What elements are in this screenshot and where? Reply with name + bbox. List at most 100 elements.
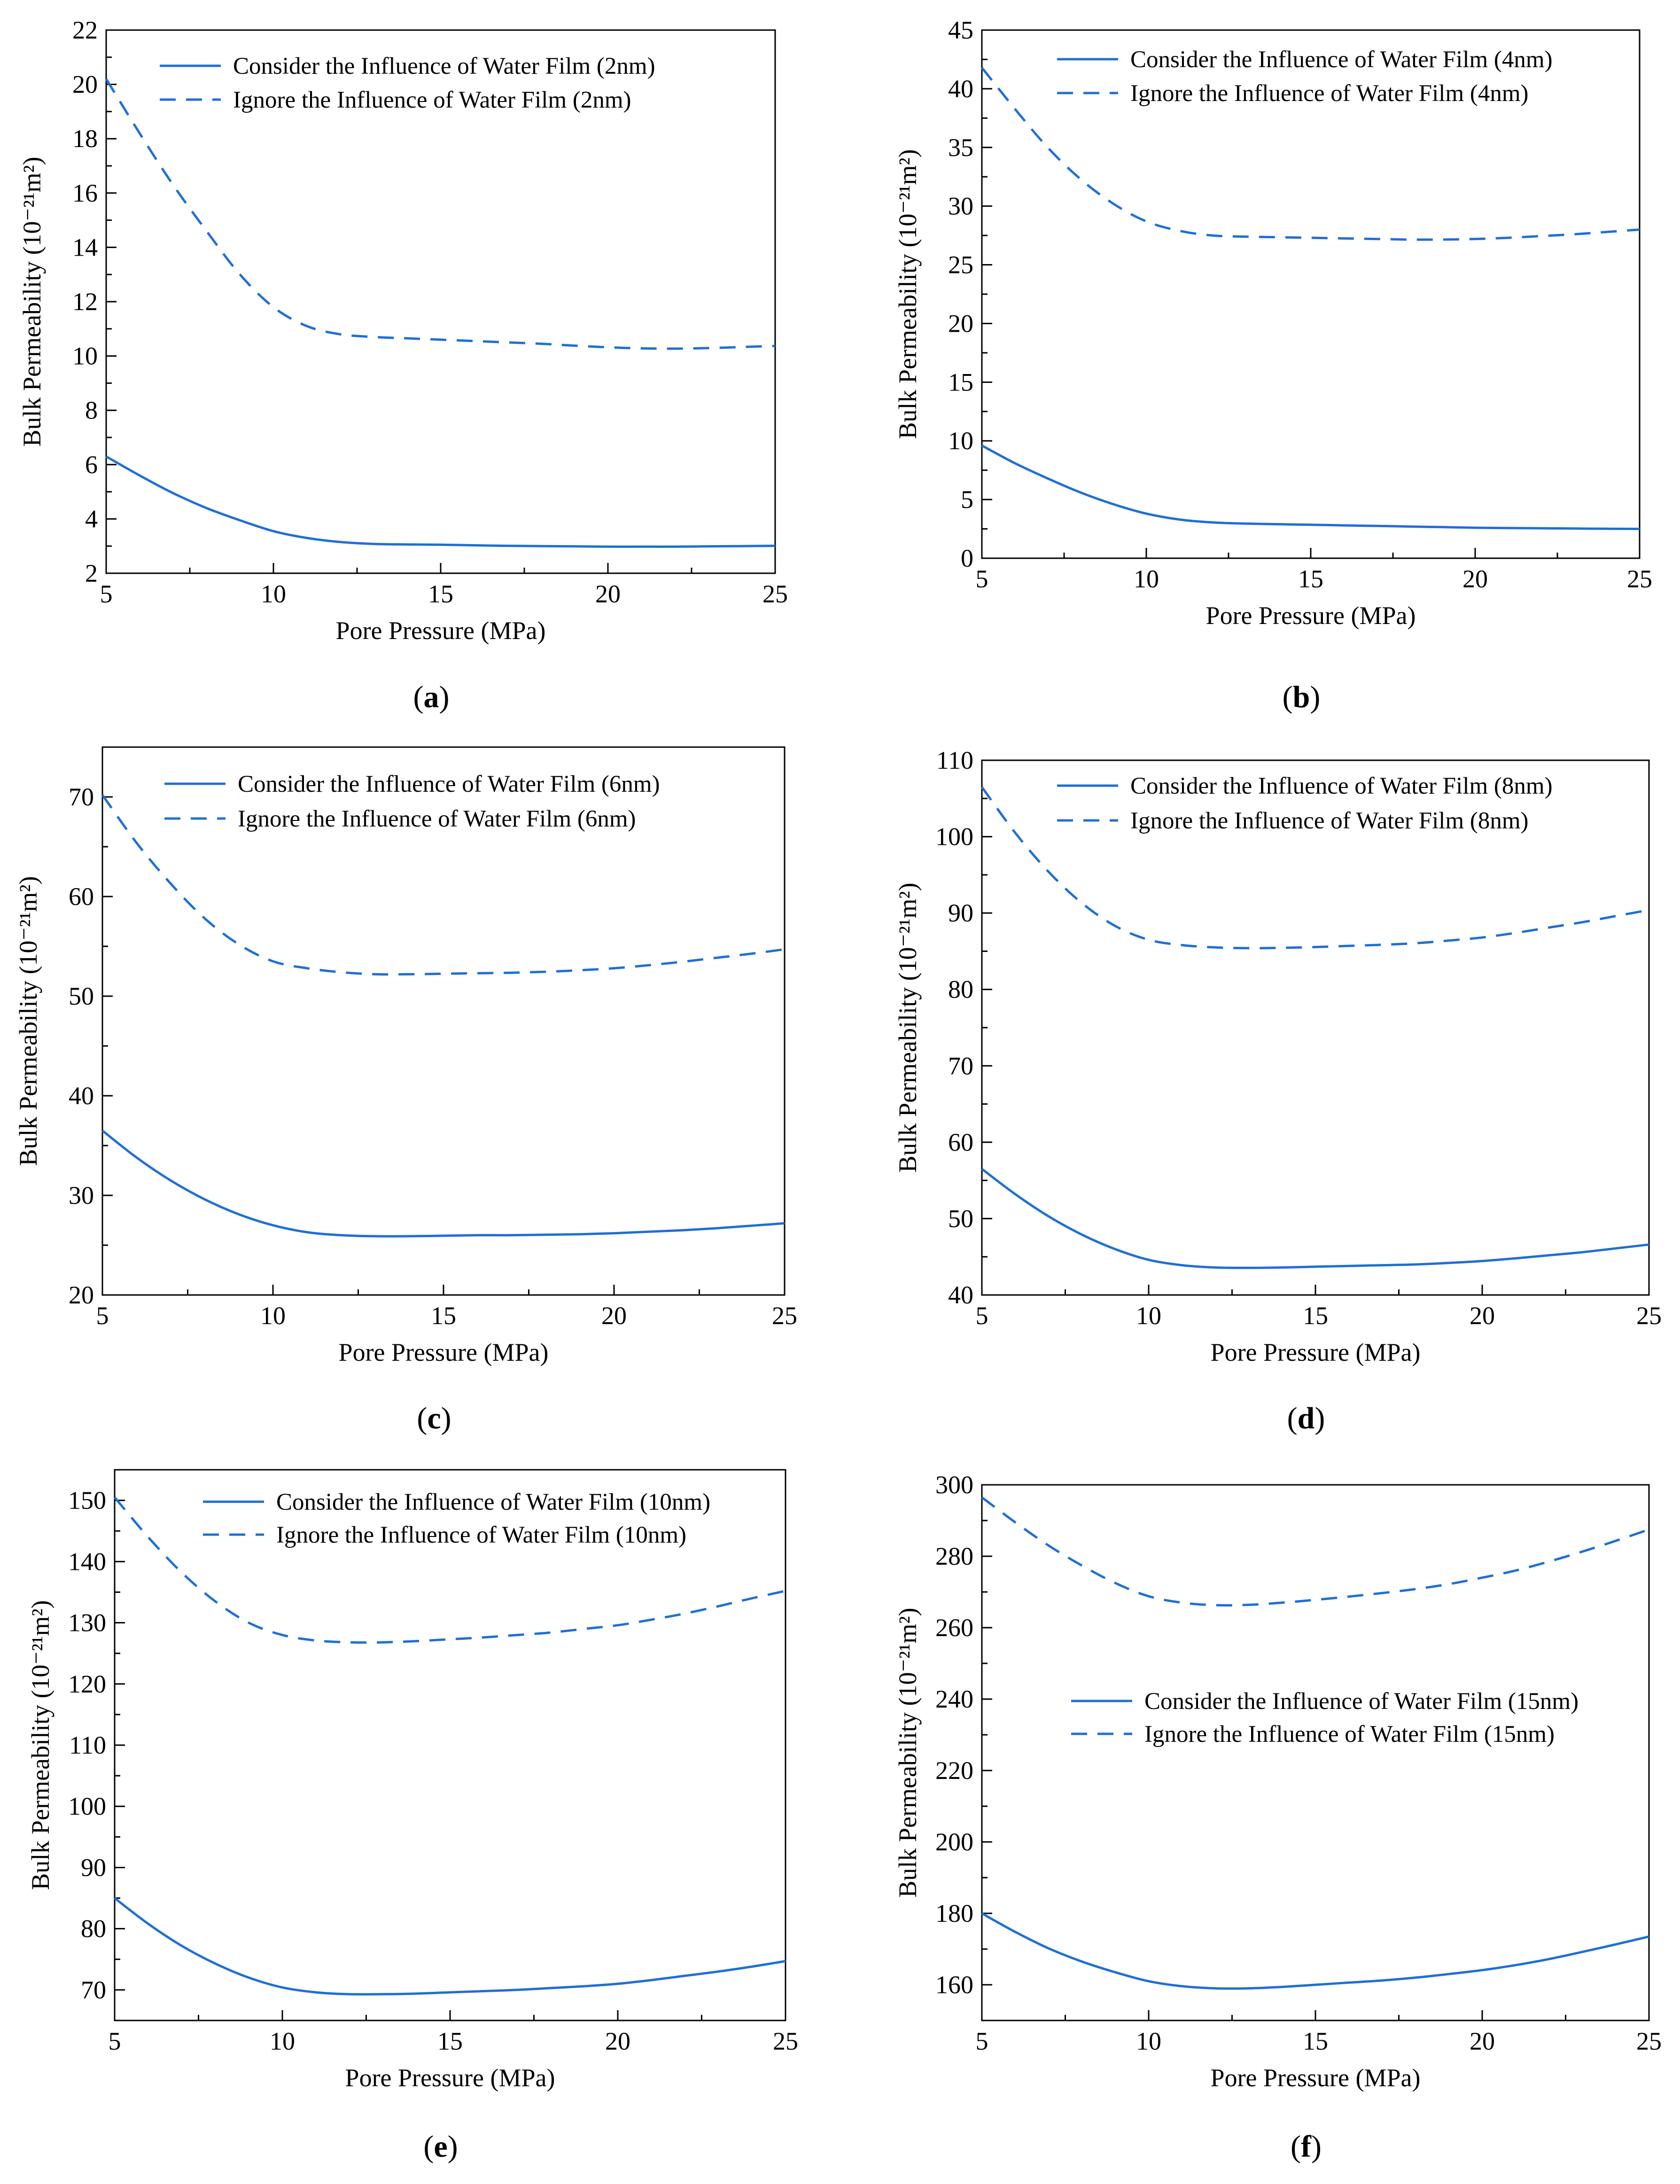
x-tick-label: 10 <box>1136 1302 1161 1330</box>
legend-label: Ignore the Influence of Water Film (15nm… <box>1144 1721 1555 1747</box>
panel-caption: (d) <box>1287 1401 1325 1435</box>
x-tick-label: 25 <box>773 2027 798 2055</box>
x-tick-label: 25 <box>1627 565 1652 593</box>
series-line-consider <box>105 455 776 548</box>
y-tick-label: 120 <box>68 1670 106 1698</box>
panel-caption: (f) <box>1291 2129 1322 2164</box>
y-tick-label: 160 <box>935 1971 973 1999</box>
legend-label: Consider the Influence of Water Film (4n… <box>1130 47 1553 73</box>
x-tick-label: 15 <box>431 1302 456 1330</box>
y-tick-label: 200 <box>935 1828 973 1856</box>
legend-label: Consider the Influence of Water Film (2n… <box>233 53 655 79</box>
y-axis-title: Bulk Permeability (10⁻²¹m²) <box>894 1608 922 1898</box>
x-tick-label: 10 <box>1134 565 1159 593</box>
chart-panel-a: 5 10 15 20 25 2 4 6 8 10 12 14 16 18 20 22 Pore Pressure… <box>18 16 788 714</box>
series-line-consider <box>981 1168 1649 1269</box>
x-tick-label: 20 <box>1470 1302 1495 1330</box>
x-tick-label: 15 <box>1298 565 1323 593</box>
y-axis-title: Bulk Permeability (10⁻²¹m²) <box>894 883 922 1173</box>
y-tick-label: 90 <box>948 899 973 927</box>
y-tick-label: 0 <box>961 544 973 572</box>
y-tick-label: 80 <box>948 975 973 1004</box>
y-tick-label: 40 <box>948 75 973 103</box>
y-tick-label: 140 <box>68 1547 106 1576</box>
y-tick-label: 10 <box>948 427 973 455</box>
x-tick-label: 25 <box>1636 1302 1662 1330</box>
y-tick-label: 20 <box>72 70 98 99</box>
x-tick-label: 25 <box>772 1302 797 1330</box>
x-tick-label: 5 <box>100 580 113 608</box>
x-tick-label: 10 <box>270 2027 295 2055</box>
chart-panel-d: 5 10 15 20 25 40 50 60 70 80 90 100 110 Pore Pressure… <box>894 746 1662 1435</box>
y-tick-label: 25 <box>948 251 973 279</box>
series-line-consider <box>981 444 1640 530</box>
series-line-ignore <box>981 67 1640 241</box>
x-tick-label: 20 <box>601 1302 627 1330</box>
y-axis-title: Bulk Permeability (10⁻²¹m²) <box>26 1600 54 1890</box>
x-axis-title: Pore Pressure (MPa) <box>1206 601 1416 630</box>
y-tick-label: 10 <box>72 342 98 370</box>
panel-caption: (e) <box>423 2129 458 2164</box>
legend-label: Ignore the Influence of Water Film (6nm) <box>238 806 636 832</box>
y-tick-label: 2 <box>85 559 98 587</box>
series-line-ignore <box>114 1496 786 1644</box>
y-tick-label: 30 <box>69 1181 94 1209</box>
series-line-ignore <box>105 78 776 350</box>
x-tick-label: 20 <box>605 2027 630 2055</box>
y-tick-label: 16 <box>72 179 98 207</box>
y-tick-label: 260 <box>935 1614 973 1642</box>
chart-panel-f: 5 10 15 20 25 160 180 200 220 240 260 280 300 Pore Pr… <box>894 1471 1662 2164</box>
chart-panel-e: 5 10 15 20 25 70 80 90 100 110 120 130 140 150 Pore Pr… <box>26 1469 798 2164</box>
x-tick-label: 25 <box>1636 2027 1662 2055</box>
y-tick-label: 80 <box>81 1915 106 1943</box>
y-tick-label: 50 <box>69 982 94 1010</box>
y-tick-label: 280 <box>935 1542 973 1570</box>
plot-frame <box>114 1469 786 2021</box>
y-tick-label: 180 <box>935 1899 973 1927</box>
y-tick-label: 5 <box>961 485 973 514</box>
y-tick-label: 70 <box>81 1976 106 2004</box>
legend-label: Consider the Influence of Water Film (6n… <box>238 771 660 797</box>
panel-caption: (b) <box>1283 680 1321 714</box>
x-tick-label: 15 <box>437 2027 463 2055</box>
y-tick-label: 220 <box>935 1756 973 1785</box>
x-tick-label: 5 <box>976 2027 988 2055</box>
x-axis-title: Pore Pressure (MPa) <box>336 616 546 645</box>
y-tick-label: 40 <box>69 1082 94 1110</box>
y-tick-label: 110 <box>69 1731 106 1759</box>
x-tick-label: 10 <box>260 1302 286 1330</box>
x-tick-label: 5 <box>109 2027 121 2055</box>
x-tick-label: 15 <box>428 580 453 608</box>
y-tick-label: 60 <box>948 1128 973 1156</box>
series-line-ignore <box>101 794 785 976</box>
series-line-consider <box>101 1130 785 1238</box>
x-tick-label: 20 <box>1470 2027 1495 2055</box>
y-tick-label: 240 <box>935 1685 973 1713</box>
x-tick-label: 10 <box>261 580 286 608</box>
x-tick-label: 20 <box>1462 565 1488 593</box>
y-tick-label: 4 <box>85 505 98 533</box>
plot-frame <box>981 29 1641 559</box>
y-axis-title: Bulk Permeability (10⁻²¹m²) <box>894 149 922 439</box>
x-tick-label: 10 <box>1136 2027 1161 2055</box>
x-axis-title: Pore Pressure (MPa) <box>1211 2064 1421 2092</box>
x-axis-title: Pore Pressure (MPa) <box>339 1338 549 1366</box>
y-tick-label: 40 <box>948 1281 973 1309</box>
x-tick-label: 25 <box>762 580 788 608</box>
y-tick-label: 14 <box>72 233 98 261</box>
legend-label: Ignore the Influence of Water Film (4nm) <box>1130 80 1529 107</box>
y-tick-label: 70 <box>69 783 94 811</box>
x-tick-label: 20 <box>595 580 621 608</box>
y-tick-label: 110 <box>936 746 973 774</box>
plot-frame <box>981 759 1650 1296</box>
y-tick-label: 8 <box>85 396 98 424</box>
x-tick-label: 15 <box>1303 1302 1328 1330</box>
y-tick-label: 18 <box>72 125 98 153</box>
x-tick-label: 5 <box>96 1302 109 1330</box>
y-tick-label: 60 <box>69 882 94 911</box>
legend-label: Consider the Influence of Water Film (10… <box>276 1489 710 1515</box>
y-tick-label: 90 <box>81 1853 106 1881</box>
y-tick-label: 45 <box>948 16 973 44</box>
